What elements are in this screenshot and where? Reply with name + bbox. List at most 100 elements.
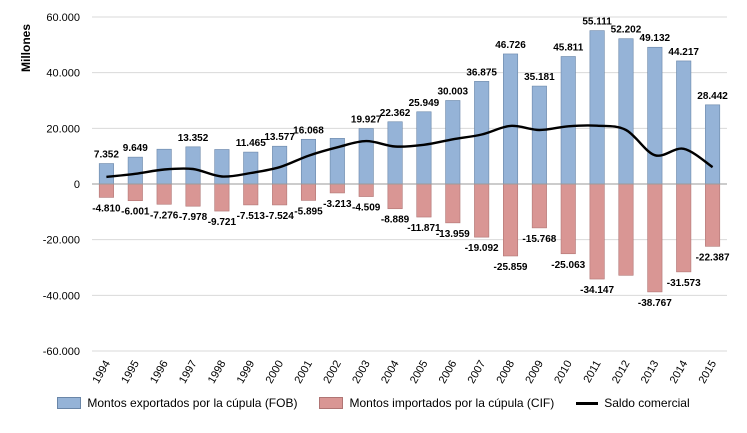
export-bar	[560, 56, 576, 185]
export-data-label: 28.442	[697, 91, 728, 102]
import-data-label: -8.889	[381, 215, 410, 226]
legend-swatch-balance	[576, 401, 599, 405]
export-bar	[156, 148, 172, 185]
export-bar	[416, 111, 432, 185]
import-data-label: -38.767	[638, 298, 672, 309]
x-tick-label: 2001	[292, 359, 315, 386]
import-bar	[272, 183, 288, 206]
import-bar	[358, 183, 374, 197]
import-data-label: -34.147	[580, 285, 614, 296]
export-bar	[300, 138, 316, 185]
import-data-label: -4.810	[92, 203, 121, 214]
y-tick-label: 0	[74, 179, 80, 191]
import-data-label: -7.276	[150, 210, 179, 221]
x-tick-label: 2000	[264, 359, 287, 386]
import-data-label: -19.092	[465, 243, 499, 254]
import-bar	[329, 183, 345, 194]
x-tick-label: 2009	[523, 359, 546, 386]
export-data-label: 49.132	[640, 33, 671, 44]
export-data-label: 13.352	[178, 133, 209, 144]
export-bar	[531, 85, 547, 185]
import-data-label: -15.768	[522, 234, 556, 245]
x-tick-label: 1995	[119, 359, 142, 386]
import-bar	[705, 183, 721, 247]
y-tick-label: -20.000	[43, 235, 80, 247]
import-data-label: -13.959	[436, 229, 470, 240]
export-data-label: 19.927	[351, 115, 382, 126]
gridlines	[92, 16, 727, 352]
x-tick-label: 2015	[697, 359, 720, 386]
legend-label-imports: Montos importados por la cúpula (CIF)	[349, 396, 555, 410]
legend-swatch-imports	[319, 397, 344, 409]
export-bar	[589, 30, 605, 185]
import-bar	[647, 183, 663, 293]
export-bar	[618, 38, 634, 185]
import-data-label: -9.721	[208, 217, 237, 228]
x-tick-label: 2012	[610, 359, 633, 386]
import-bar	[243, 183, 259, 206]
y-tick-label: -60.000	[43, 346, 80, 358]
export-data-label: 25.949	[409, 98, 440, 109]
export-bar	[214, 149, 230, 185]
export-data-label: 45.811	[553, 42, 583, 53]
x-tick-label: 2010	[552, 359, 575, 386]
y-tick-label: -40.000	[43, 290, 80, 302]
x-tick-label: 2011	[581, 359, 603, 385]
legend-label-exports: Montos exportados por la cúpula (FOB)	[87, 396, 298, 410]
x-tick-label: 1998	[206, 359, 229, 386]
legend-item-balance: Saldo comercial	[576, 396, 690, 410]
import-bar	[445, 183, 461, 224]
legend-swatch-exports	[57, 397, 82, 409]
x-tick-label: 2014	[668, 359, 691, 386]
export-bar	[503, 53, 519, 185]
import-data-label: -3.213	[323, 199, 352, 210]
legend: Montos exportados por la cúpula (FOB) Mo…	[0, 396, 747, 410]
export-data-label: 7.352	[94, 150, 119, 161]
x-tick-label: 1999	[235, 359, 258, 386]
import-data-label: -4.509	[352, 203, 381, 214]
import-bar	[185, 183, 201, 207]
y-tick-label: 60.000	[46, 12, 80, 24]
import-bar	[503, 183, 519, 257]
export-data-label: 46.726	[495, 40, 526, 51]
y-axis-ticks: -60.000 -40.000 -20.000 0 20.000 40.000 60.000	[43, 12, 80, 358]
export-bar	[676, 60, 692, 185]
export-data-label: 11.465	[236, 138, 266, 149]
import-bar	[618, 183, 634, 276]
x-tick-label: 2004	[379, 359, 402, 386]
import-data-label: -5.895	[294, 206, 323, 217]
legend-item-imports: Montos importados por la cúpula (CIF)	[319, 396, 554, 410]
import-bar	[387, 183, 403, 210]
export-bar	[243, 151, 259, 185]
export-data-label: 52.202	[611, 25, 642, 36]
x-axis-ticks: 1994 1995 1996 1997 1998 1999 2000 2001 2002 2003…	[90, 359, 719, 386]
export-bar	[387, 121, 403, 185]
import-bar	[531, 183, 547, 229]
import-bar	[98, 183, 114, 198]
x-tick-label: 2008	[494, 359, 517, 386]
import-data-label: -7.513	[237, 211, 266, 222]
import-bar	[560, 183, 576, 255]
import-data-label: -7.978	[179, 212, 208, 223]
import-bar	[127, 183, 143, 202]
export-bar	[185, 146, 201, 185]
export-data-label: 35.181	[524, 72, 555, 83]
y-tick-label: 40.000	[46, 68, 80, 80]
export-data-label: 30.003	[437, 86, 468, 97]
saldo-comercial-line	[106, 124, 714, 179]
import-bar	[214, 183, 230, 212]
chart-canvas: Millones -60.000 -40.000 -20.000 0 20.000 40.…	[19, 12, 730, 386]
import-data-label: -31.573	[667, 278, 701, 289]
x-tick-label: 2005	[408, 359, 431, 386]
legend-label-balance: Saldo comercial	[604, 396, 690, 410]
export-data-label: 16.068	[293, 125, 324, 136]
import-data-label: -25.859	[494, 262, 528, 273]
import-data-label: -11.871	[407, 223, 441, 234]
x-tick-label: 2003	[350, 359, 373, 386]
export-data-label: 36.875	[466, 67, 497, 78]
import-bar	[589, 183, 605, 280]
x-tick-label: 2006	[437, 359, 460, 386]
import-bar	[474, 183, 490, 238]
legend-item-exports: Montos exportados por la cúpula (FOB)	[57, 396, 297, 410]
